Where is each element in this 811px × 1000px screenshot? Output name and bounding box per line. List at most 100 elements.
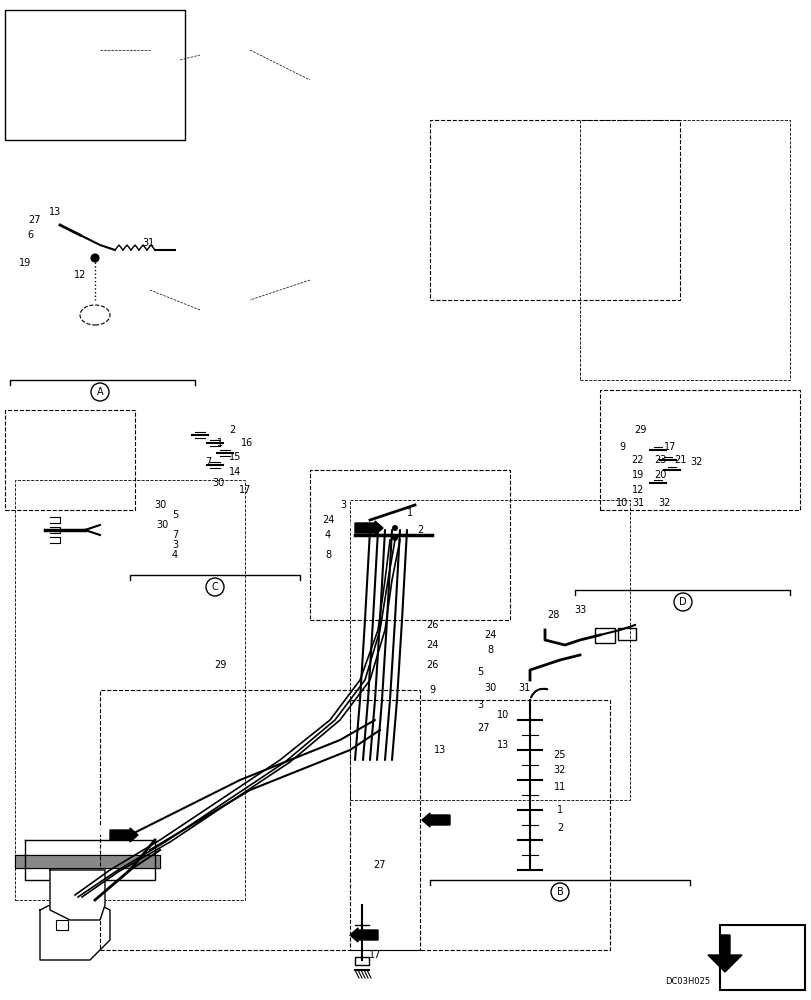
Text: 17: 17: [238, 485, 251, 495]
Text: 13: 13: [433, 745, 445, 755]
Text: 30: 30: [156, 520, 168, 530]
Bar: [5, 10, 185, 140]
Bar: [594, 628, 614, 643]
Text: 30: 30: [154, 500, 166, 510]
Text: 32: 32: [658, 498, 671, 508]
Polygon shape: [50, 870, 105, 920]
Bar: [5, 410, 135, 510]
Circle shape: [392, 525, 397, 531]
Text: 19: 19: [631, 470, 643, 480]
Text: 26: 26: [425, 620, 438, 630]
Bar: [64, 905, 76, 915]
Text: 31: 31: [631, 498, 643, 508]
FancyArrow shape: [109, 828, 138, 842]
Polygon shape: [15, 855, 160, 868]
Text: 9: 9: [618, 442, 624, 452]
Bar: [599, 390, 799, 510]
Polygon shape: [707, 935, 741, 972]
Text: 29: 29: [633, 425, 646, 435]
Text: D: D: [99, 827, 107, 837]
FancyArrow shape: [354, 521, 383, 535]
Text: C: C: [212, 582, 218, 592]
Text: 20: 20: [653, 470, 665, 480]
Text: 22: 22: [631, 455, 643, 465]
Text: 24: 24: [483, 630, 496, 640]
Text: 27: 27: [373, 860, 386, 870]
Text: 7: 7: [204, 457, 211, 467]
Text: 12: 12: [74, 270, 86, 280]
Text: 10: 10: [496, 710, 508, 720]
Text: 10: 10: [615, 498, 628, 508]
Text: 8: 8: [324, 550, 331, 560]
Text: 25: 25: [553, 750, 565, 760]
Text: 17: 17: [663, 442, 676, 452]
Text: 5: 5: [172, 510, 178, 520]
Text: 4: 4: [172, 550, 178, 560]
Bar: [579, 120, 789, 380]
Text: A: A: [382, 927, 389, 937]
Text: 1: 1: [556, 805, 562, 815]
Text: 24: 24: [425, 640, 438, 650]
Text: 30: 30: [483, 683, 496, 693]
Text: 3: 3: [476, 700, 483, 710]
Text: C: C: [453, 812, 461, 822]
Text: A: A: [97, 387, 103, 397]
Text: 15: 15: [229, 452, 241, 462]
Circle shape: [392, 535, 397, 541]
Text: 16: 16: [241, 438, 253, 448]
Bar: [430, 120, 679, 300]
Text: 2: 2: [416, 525, 423, 535]
Text: 2: 2: [556, 823, 563, 833]
Text: 3: 3: [340, 500, 345, 510]
Text: 32: 32: [690, 457, 702, 467]
Text: 13: 13: [496, 740, 508, 750]
Bar: [100, 690, 419, 950]
Text: 31: 31: [142, 238, 154, 248]
Text: DC03H025: DC03H025: [664, 977, 710, 986]
Circle shape: [92, 255, 98, 261]
Text: B: B: [556, 887, 563, 897]
Text: 11: 11: [553, 782, 565, 792]
Text: 27: 27: [477, 723, 490, 733]
Bar: [69, 875, 81, 885]
Text: 21: 21: [673, 455, 685, 465]
Text: 33: 33: [573, 605, 586, 615]
Bar: [310, 470, 509, 620]
FancyArrow shape: [422, 813, 449, 827]
Text: 30: 30: [212, 478, 224, 488]
Bar: [350, 700, 609, 950]
Text: 4: 4: [324, 530, 331, 540]
Text: D: D: [678, 597, 686, 607]
Text: 27: 27: [28, 215, 41, 225]
Text: 9: 9: [428, 685, 435, 695]
Bar: [56, 920, 68, 930]
Bar: [617, 628, 635, 640]
Bar: [354, 957, 368, 965]
Bar: [15, 480, 245, 900]
Bar: [719, 925, 804, 990]
Bar: [350, 500, 629, 800]
Text: 29: 29: [213, 660, 226, 670]
Circle shape: [91, 254, 99, 262]
Text: 7: 7: [172, 530, 178, 540]
Text: 3: 3: [172, 540, 178, 550]
Text: 19: 19: [19, 258, 31, 268]
Text: 17: 17: [368, 950, 380, 960]
Text: 32: 32: [553, 765, 565, 775]
Text: 13: 13: [49, 207, 61, 217]
Text: 1: 1: [217, 438, 223, 448]
Text: 26: 26: [425, 660, 438, 670]
FancyArrow shape: [350, 928, 378, 942]
Text: 24: 24: [321, 515, 334, 525]
Text: 14: 14: [229, 467, 241, 477]
Text: 8: 8: [487, 645, 492, 655]
Text: 28: 28: [546, 610, 559, 620]
Text: 6: 6: [27, 230, 33, 240]
Text: 23: 23: [653, 455, 665, 465]
Text: 2: 2: [229, 425, 235, 435]
Text: 31: 31: [517, 683, 530, 693]
Text: 12: 12: [631, 485, 643, 495]
Text: B: B: [344, 520, 351, 530]
Text: 5: 5: [476, 667, 483, 677]
Bar: [79, 903, 91, 913]
